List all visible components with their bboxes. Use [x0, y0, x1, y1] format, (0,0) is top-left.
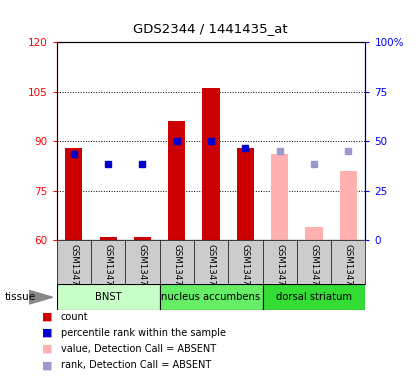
Bar [202, 88, 220, 240]
Text: percentile rank within the sample: percentile rank within the sample [61, 328, 226, 338]
Polygon shape [29, 290, 52, 304]
Text: GDS2344 / 1441435_at: GDS2344 / 1441435_at [133, 22, 287, 35]
Text: rank, Detection Call = ABSENT: rank, Detection Call = ABSENT [61, 360, 211, 370]
Bar [237, 148, 254, 240]
Bar [65, 148, 82, 240]
Bar [100, 237, 117, 240]
Text: value, Detection Call = ABSENT: value, Detection Call = ABSENT [61, 344, 216, 354]
Text: GSM134717: GSM134717 [207, 243, 215, 296]
Text: BNST: BNST [95, 292, 121, 302]
Bar [305, 227, 323, 240]
Text: count: count [61, 312, 89, 322]
Text: GSM134715: GSM134715 [138, 243, 147, 296]
Text: GSM134714: GSM134714 [104, 243, 113, 296]
Text: dorsal striatum: dorsal striatum [276, 292, 352, 302]
Text: GSM134721: GSM134721 [344, 243, 353, 296]
Text: GSM134716: GSM134716 [172, 243, 181, 296]
Bar [160, 284, 262, 310]
Text: ■: ■ [42, 360, 52, 370]
Text: ■: ■ [42, 312, 52, 322]
Bar [271, 154, 288, 240]
Text: GSM134718: GSM134718 [241, 243, 250, 296]
Bar [262, 284, 365, 310]
Text: ■: ■ [42, 328, 52, 338]
Bar [57, 284, 160, 310]
Text: GSM134720: GSM134720 [310, 243, 318, 296]
Text: ■: ■ [42, 344, 52, 354]
Bar [134, 237, 151, 240]
Text: GSM134713: GSM134713 [69, 243, 79, 296]
Text: GSM134719: GSM134719 [275, 243, 284, 296]
Bar [168, 121, 185, 240]
Bar [340, 171, 357, 240]
Text: tissue: tissue [4, 292, 35, 302]
Text: nucleus accumbens: nucleus accumbens [161, 292, 261, 302]
